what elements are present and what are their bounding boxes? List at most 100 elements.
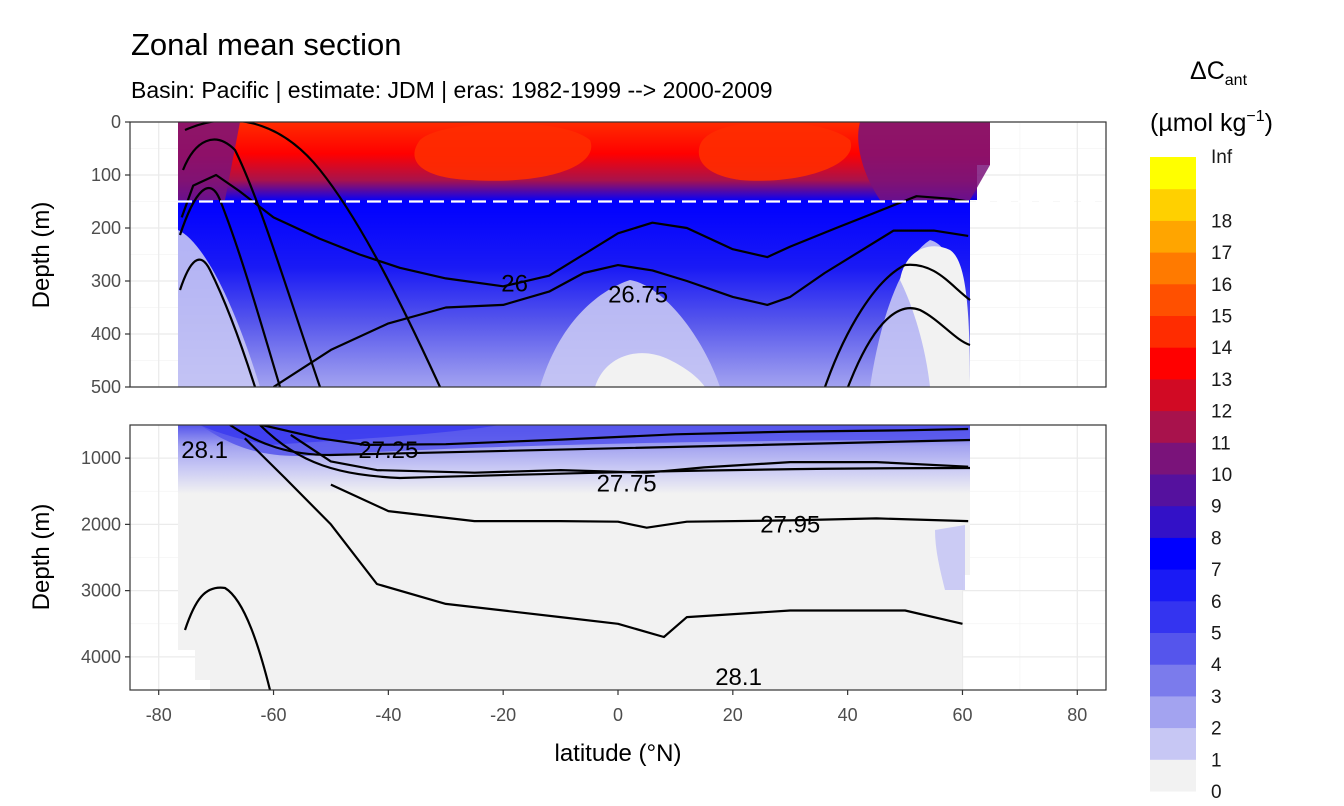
legend-swatch-0	[1150, 759, 1196, 792]
legend-title: ΔCant	[1190, 57, 1248, 89]
y-tick-label: 200	[91, 218, 121, 238]
x-axis-ticks: -80 -60 -40 -20 0 20 40 60 80	[146, 690, 1087, 725]
lower-field-blue-deep	[200, 425, 500, 445]
x-tick-label: -20	[490, 705, 516, 725]
legend-swatch-8	[1150, 505, 1196, 538]
legend-swatch-14	[1150, 315, 1196, 348]
y-tick-label: 3000	[81, 581, 121, 601]
legend-label: 2	[1211, 719, 1222, 740]
legend-swatch-12	[1150, 378, 1196, 412]
upper-panel: 26 26.75 0 100 200 300 400 500 Depth (m)	[28, 112, 1107, 397]
upper-panel-extra-isopycnals	[178, 122, 971, 387]
legend-label: 8	[1211, 528, 1222, 549]
legend-label: 6	[1211, 592, 1222, 613]
lower-field-base	[178, 425, 970, 690]
contour-label: 27.75	[597, 470, 657, 497]
upper-field-red-core-north	[698, 122, 852, 181]
legend-swatch-1	[1150, 727, 1196, 760]
legend-swatch-15	[1150, 283, 1196, 316]
lower-panel-y-ticks: 1000 2000 3000 4000	[81, 448, 130, 667]
legend-swatch-2	[1150, 695, 1196, 729]
legend: ΔCant (µmol kg−1) 0123456789101112131415…	[1150, 57, 1273, 803]
legend-swatch-18	[1150, 188, 1196, 221]
y-tick-label: 100	[91, 165, 121, 185]
x-tick-label: -40	[375, 705, 401, 725]
upper-field-purple-north	[858, 122, 990, 200]
contour-label: 26	[501, 271, 528, 298]
legend-swatch-inf	[1150, 157, 1196, 190]
contour-label: 27.95	[760, 511, 820, 538]
chart-title: Zonal mean section	[131, 27, 402, 62]
upper-panel-y-ticks: 0 100 200 300 400 500	[91, 112, 130, 397]
legend-label: 12	[1211, 402, 1232, 423]
legend-label: 9	[1211, 497, 1222, 518]
legend-swatch-5	[1150, 600, 1196, 633]
lower-panel-contour-labels: 28.1 27.25 27.75 27.95 28.1	[181, 437, 820, 691]
legend-swatch-10	[1150, 442, 1196, 475]
legend-label: 14	[1211, 338, 1233, 359]
lower-panel: 28.1 27.25 27.75 27.95 28.1 1000 2000 3000 4000…	[28, 424, 1107, 691]
lower-field-light-north	[935, 525, 965, 590]
upper-field-white-north	[900, 246, 970, 387]
legend-swatch-16	[1150, 252, 1196, 285]
y-tick-label: 500	[91, 377, 121, 397]
legend-label: Inf	[1211, 147, 1233, 168]
y-tick-label: 400	[91, 324, 121, 344]
upper-field-red-core-south	[414, 123, 592, 181]
legend-units: (µmol kg−1)	[1150, 108, 1273, 137]
y-tick-label: 0	[111, 112, 121, 132]
isopycnal-contour-26-75	[272, 229, 969, 387]
isopycnal-contour-27-25	[261, 425, 969, 446]
upper-y-axis-label: Depth (m)	[28, 202, 55, 309]
upper-panel-contours	[180, 173, 969, 387]
isopycnal-contour-27-75	[290, 433, 969, 474]
legend-swatch-6	[1150, 569, 1196, 602]
upper-field-white-eq	[595, 353, 705, 387]
y-tick-label: 1000	[81, 448, 121, 468]
x-tick-label: 80	[1067, 705, 1087, 725]
legend-swatch-3	[1150, 664, 1196, 697]
legend-swatch-9	[1150, 474, 1196, 507]
legend-label: 3	[1211, 687, 1222, 708]
legend-swatch-4	[1150, 632, 1196, 665]
x-tick-label: 0	[613, 705, 623, 725]
legend-label: 10	[1211, 465, 1232, 486]
isopycnal-contour-28-1	[244, 437, 963, 639]
contour-label: 28.1	[715, 664, 762, 691]
lower-panel-extra-isopycnals	[183, 425, 971, 690]
legend-label: 13	[1211, 370, 1232, 391]
legend-label: 0	[1211, 782, 1222, 803]
contour-label: 27.25	[358, 437, 418, 464]
legend-swatch-7	[1150, 537, 1196, 570]
isopycnal-contour-26	[180, 173, 969, 288]
chart-subtitle: Basin: Pacific | estimate: JDM | eras: 1…	[131, 77, 773, 103]
x-tick-label: 60	[952, 705, 972, 725]
legend-swatch-11	[1150, 410, 1196, 443]
legend-label: 1	[1211, 750, 1222, 771]
legend-swatch-17	[1150, 220, 1196, 253]
legend-label: 11	[1211, 433, 1231, 454]
x-tick-label: -60	[261, 705, 287, 725]
x-tick-label: 20	[723, 705, 743, 725]
legend-label: 5	[1211, 624, 1222, 645]
legend-label: 17	[1211, 243, 1232, 264]
legend-swatch-13	[1150, 347, 1196, 380]
legend-label: 15	[1211, 307, 1232, 328]
upper-field-light-south	[178, 230, 260, 387]
contour-label: 28.1	[181, 437, 228, 464]
x-tick-label: 40	[838, 705, 858, 725]
legend-label: 4	[1211, 655, 1222, 676]
x-axis-label: latitude (°N)	[555, 740, 682, 767]
y-tick-label: 2000	[81, 514, 121, 534]
x-tick-label: -80	[146, 705, 172, 725]
y-tick-label: 4000	[81, 647, 121, 667]
lower-panel-contours	[244, 425, 969, 639]
isopycnal-contour-27-95	[330, 483, 969, 529]
upper-field-light-eq	[540, 280, 720, 387]
contour-label: 26.75	[608, 281, 668, 308]
y-tick-label: 300	[91, 271, 121, 291]
legend-label: 16	[1211, 275, 1232, 296]
upper-panel-contour-labels: 26 26.75	[501, 271, 668, 309]
